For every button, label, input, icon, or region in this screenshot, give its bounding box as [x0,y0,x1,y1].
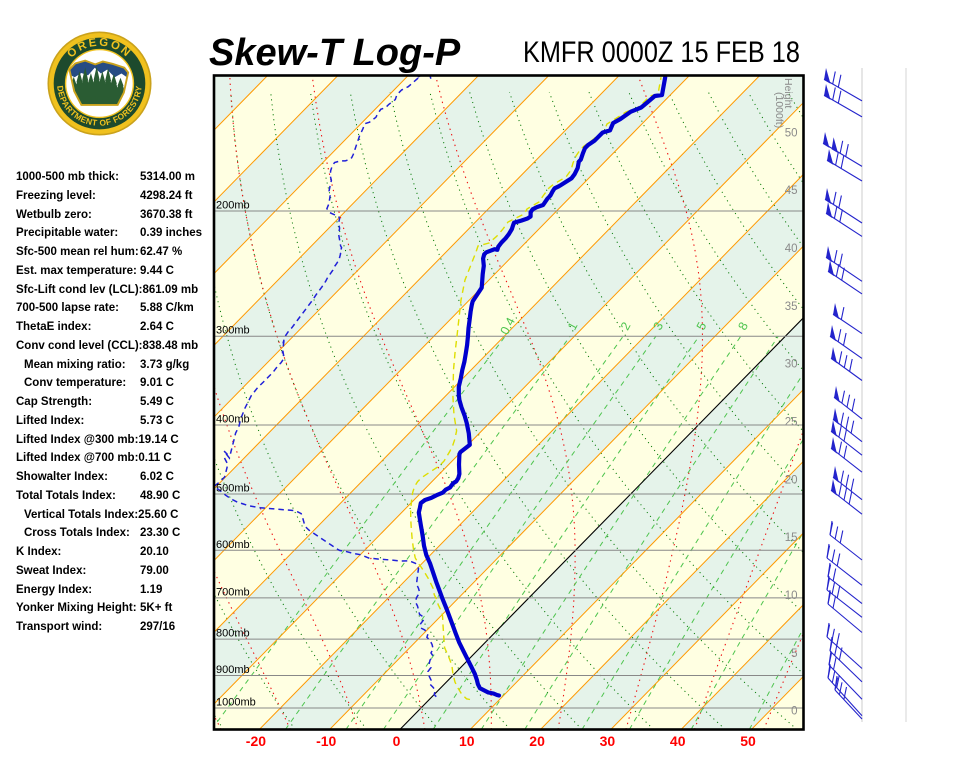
svg-text:30: 30 [785,359,798,371]
svg-text:-20: -20 [246,733,266,749]
svg-text:(1000ft): (1000ft) [773,92,785,128]
svg-text:10: 10 [459,733,475,749]
svg-text:600mb: 600mb [216,539,250,551]
svg-text:50: 50 [785,127,798,139]
svg-text:1000mb: 1000mb [216,697,256,709]
svg-text:400mb: 400mb [216,414,250,426]
svg-text:700mb: 700mb [216,586,250,598]
svg-text:50: 50 [740,733,756,749]
svg-text:20: 20 [529,733,545,749]
svg-text:40: 40 [785,243,798,255]
svg-text:10: 10 [785,590,798,602]
svg-text:45: 45 [785,185,798,197]
svg-text:800mb: 800mb [216,628,250,640]
svg-text:300mb: 300mb [216,325,250,337]
svg-text:15: 15 [785,532,798,544]
svg-text:500mb: 500mb [216,483,250,495]
svg-text:-10: -10 [316,733,336,749]
svg-text:0: 0 [791,706,797,718]
svg-text:0: 0 [393,733,401,749]
svg-text:20: 20 [785,474,798,486]
svg-text:30: 30 [600,733,616,749]
svg-text:200mb: 200mb [216,200,250,212]
svg-text:40: 40 [670,733,686,749]
svg-text:900mb: 900mb [216,664,250,676]
svg-text:35: 35 [785,301,798,313]
svg-text:25: 25 [785,416,798,428]
svg-text:5: 5 [791,648,797,660]
